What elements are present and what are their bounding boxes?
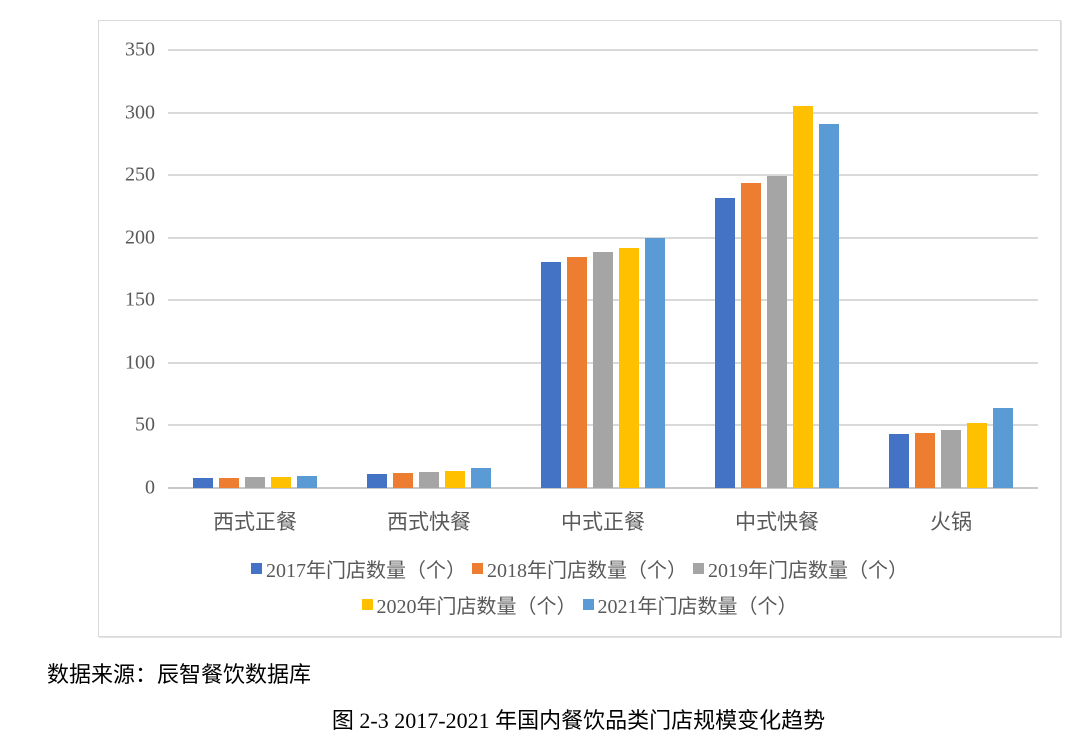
legend-item-2019年门店数量（个）: 2019年门店数量（个）	[693, 554, 908, 583]
legend-swatch-icon	[693, 563, 704, 574]
y-tick-label-0: 0	[145, 476, 155, 499]
legend-swatch-icon	[472, 563, 483, 574]
category-label-西式正餐: 西式正餐	[213, 510, 297, 534]
category-label-中式正餐: 中式正餐	[561, 510, 645, 534]
figure-caption: 图 2-3 2017-2021 年国内餐饮品类门店规模变化趋势	[331, 708, 826, 733]
gridline-300	[168, 112, 1038, 114]
bar-火锅-2019年门店数量（个）	[941, 430, 961, 488]
category-label-西式快餐: 西式快餐	[387, 510, 471, 534]
bar-中式快餐-2021年门店数量（个）	[819, 123, 839, 488]
bar-西式正餐-2021年门店数量（个）	[297, 475, 317, 488]
y-tick-label-250: 250	[125, 163, 155, 186]
bar-group-西式正餐	[168, 50, 342, 488]
legend-swatch-icon	[361, 599, 373, 610]
bar-中式快餐-2019年门店数量（个）	[767, 176, 787, 488]
gridline-250	[168, 174, 1038, 176]
legend-item-2021年门店数量（个）: 2021年门店数量（个）	[582, 590, 798, 619]
bar-中式快餐-2017年门店数量（个）	[715, 197, 735, 488]
y-tick-label-100: 100	[125, 351, 155, 374]
x-axis-category-labels: 西式正餐 西式快餐 中式正餐 中式快餐 火锅	[168, 506, 1038, 536]
bar-中式快餐-2018年门店数量（个）	[741, 182, 761, 488]
bar-中式快餐-2020年门店数量（个）	[793, 106, 813, 488]
legend-item-2017年门店数量（个）: 2017年门店数量（个）	[251, 554, 466, 583]
bar-西式快餐-2020年门店数量（个）	[445, 470, 465, 488]
bar-火锅-2021年门店数量（个）	[993, 407, 1013, 488]
bar-group-中式快餐	[690, 50, 864, 488]
bar-groups	[168, 50, 1038, 488]
bar-火锅-2020年门店数量（个）	[967, 422, 987, 488]
bar-中式正餐-2018年门店数量（个）	[567, 256, 587, 488]
bar-火锅-2017年门店数量（个）	[889, 434, 909, 488]
chart-legend: 2017年门店数量（个） 2018年门店数量（个） 2019年门店数量（个） 2020…	[99, 554, 1060, 619]
bar-中式正餐-2020年门店数量（个）	[619, 247, 639, 488]
y-axis-tick-labels: 0 50 100 150 200 250 300 350	[99, 39, 155, 499]
y-tick-label-350: 350	[125, 38, 155, 61]
legend-swatch-icon	[251, 563, 262, 574]
chart-container: 0 50 100 150 200 250 300 350 西式正餐 西式快餐 中式正餐 中式快餐 火锅…	[98, 20, 1061, 637]
bar-中式正餐-2019年门店数量（个）	[593, 251, 613, 488]
bar-西式快餐-2021年门店数量（个）	[471, 468, 491, 488]
legend-label: 2018年门店数量（个）	[487, 560, 687, 582]
y-tick-label-300: 300	[125, 101, 155, 124]
legend-label: 2017年门店数量（个）	[266, 560, 466, 582]
bar-西式正餐-2019年门店数量（个）	[245, 476, 265, 488]
gridline-0	[168, 487, 1038, 489]
plot-area	[168, 49, 1038, 489]
bar-西式快餐-2019年门店数量（个）	[419, 471, 439, 488]
legend-swatch-icon	[582, 599, 594, 610]
legend-row-2: 2020年门店数量（个） 2021年门店数量（个）	[361, 590, 798, 619]
y-tick-label-150: 150	[125, 288, 155, 311]
legend-row-1: 2017年门店数量（个） 2018年门店数量（个） 2019年门店数量（个）	[251, 554, 908, 583]
bar-group-西式快餐	[342, 50, 516, 488]
category-label-中式快餐: 中式快餐	[735, 510, 819, 534]
data-source-note: 数据来源：辰智餐饮数据库	[47, 662, 312, 687]
bar-中式正餐-2017年门店数量（个）	[541, 261, 561, 488]
bar-group-中式正餐	[516, 50, 690, 488]
bar-火锅-2018年门店数量（个）	[915, 432, 935, 488]
category-label-火锅: 火锅	[930, 510, 972, 534]
bar-中式正餐-2021年门店数量（个）	[645, 237, 665, 488]
bar-西式快餐-2018年门店数量（个）	[393, 473, 413, 488]
legend-label: 2021年门店数量（个）	[597, 596, 798, 618]
legend-label: 2019年门店数量（个）	[708, 560, 908, 582]
bar-西式正餐-2020年门店数量（个）	[271, 476, 291, 488]
legend-label: 2020年门店数量（个）	[376, 596, 577, 618]
legend-item-2020年门店数量（个）: 2020年门店数量（个）	[361, 590, 577, 619]
legend-item-2018年门店数量（个）: 2018年门店数量（个）	[472, 554, 687, 583]
y-tick-label-200: 200	[125, 226, 155, 249]
gridline-200	[168, 237, 1038, 239]
bar-西式正餐-2017年门店数量（个）	[193, 478, 213, 488]
bar-西式正餐-2018年门店数量（个）	[219, 478, 239, 488]
y-tick-label-50: 50	[135, 413, 155, 436]
bar-西式快餐-2017年门店数量（个）	[367, 474, 387, 488]
bar-group-火锅	[864, 50, 1038, 488]
gridline-350	[168, 49, 1038, 51]
